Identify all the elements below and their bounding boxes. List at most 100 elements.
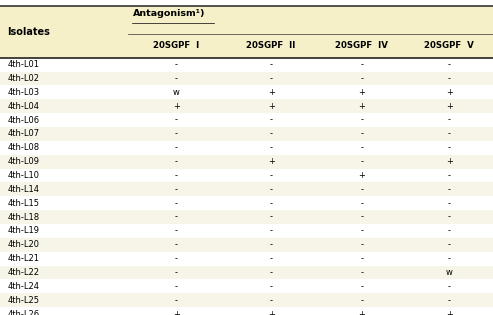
Text: -: - xyxy=(270,254,273,263)
Text: -: - xyxy=(175,157,178,166)
Text: 20SGPF  I: 20SGPF I xyxy=(153,41,199,50)
Text: 4th-L21: 4th-L21 xyxy=(7,254,39,263)
Text: -: - xyxy=(360,157,363,166)
Text: -: - xyxy=(448,116,451,124)
Text: -: - xyxy=(175,199,178,208)
Text: +: + xyxy=(358,102,365,111)
Text: +: + xyxy=(268,157,275,166)
Text: 4th-L14: 4th-L14 xyxy=(7,185,39,194)
Bar xyxy=(0,210,493,224)
Text: -: - xyxy=(175,60,178,69)
Text: -: - xyxy=(175,143,178,152)
Text: +: + xyxy=(268,88,275,97)
Text: 4th-L26: 4th-L26 xyxy=(7,310,39,315)
Text: 4th-L19: 4th-L19 xyxy=(7,226,39,235)
Text: -: - xyxy=(175,254,178,263)
Text: -: - xyxy=(270,199,273,208)
Text: -: - xyxy=(360,213,363,221)
Text: 4th-L22: 4th-L22 xyxy=(7,268,39,277)
Text: +: + xyxy=(358,88,365,97)
Bar xyxy=(0,155,493,169)
Text: -: - xyxy=(360,199,363,208)
Text: 4th-L08: 4th-L08 xyxy=(7,143,39,152)
Text: 4th-L02: 4th-L02 xyxy=(7,74,39,83)
Text: w: w xyxy=(173,88,179,97)
Text: 4th-L09: 4th-L09 xyxy=(7,157,39,166)
Text: -: - xyxy=(360,240,363,249)
Text: -: - xyxy=(448,282,451,291)
Text: -: - xyxy=(175,226,178,235)
Text: +: + xyxy=(446,102,453,111)
Bar xyxy=(0,113,493,127)
Bar xyxy=(0,169,493,182)
Text: +: + xyxy=(358,310,365,315)
Bar xyxy=(0,196,493,210)
Bar xyxy=(0,72,493,85)
Bar xyxy=(0,293,493,307)
Text: -: - xyxy=(448,296,451,305)
Text: -: - xyxy=(270,60,273,69)
Text: -: - xyxy=(175,116,178,124)
Bar xyxy=(0,279,493,293)
Text: -: - xyxy=(270,226,273,235)
Text: 20SGPF  IV: 20SGPF IV xyxy=(335,41,388,50)
Bar xyxy=(0,238,493,252)
Text: +: + xyxy=(268,102,275,111)
Text: -: - xyxy=(448,74,451,83)
Text: -: - xyxy=(270,143,273,152)
Text: -: - xyxy=(175,129,178,138)
Text: -: - xyxy=(270,213,273,221)
Bar xyxy=(0,85,493,99)
Text: -: - xyxy=(448,60,451,69)
Text: Isolates: Isolates xyxy=(7,27,50,37)
Text: +: + xyxy=(173,310,179,315)
Bar xyxy=(0,182,493,196)
Text: -: - xyxy=(175,74,178,83)
Text: -: - xyxy=(270,74,273,83)
Text: -: - xyxy=(360,185,363,194)
Bar xyxy=(0,307,493,315)
Text: +: + xyxy=(268,310,275,315)
Text: -: - xyxy=(175,185,178,194)
Text: -: - xyxy=(360,143,363,152)
Text: -: - xyxy=(270,129,273,138)
Bar xyxy=(0,266,493,279)
Text: -: - xyxy=(360,282,363,291)
Text: +: + xyxy=(446,310,453,315)
Text: -: - xyxy=(175,296,178,305)
Text: w: w xyxy=(446,268,453,277)
Text: +: + xyxy=(173,102,179,111)
Text: -: - xyxy=(270,268,273,277)
Text: -: - xyxy=(270,282,273,291)
Text: -: - xyxy=(360,116,363,124)
Bar xyxy=(0,127,493,141)
Text: -: - xyxy=(448,199,451,208)
Text: -: - xyxy=(448,213,451,221)
Text: +: + xyxy=(446,157,453,166)
Text: -: - xyxy=(270,116,273,124)
Text: -: - xyxy=(448,129,451,138)
Text: 20SGPF  V: 20SGPF V xyxy=(424,41,474,50)
Text: -: - xyxy=(360,296,363,305)
Text: -: - xyxy=(270,296,273,305)
Text: -: - xyxy=(270,185,273,194)
Text: 20SGPF  II: 20SGPF II xyxy=(246,41,296,50)
Bar xyxy=(0,141,493,155)
Text: -: - xyxy=(175,282,178,291)
Text: -: - xyxy=(360,226,363,235)
Bar xyxy=(0,224,493,238)
Text: -: - xyxy=(360,268,363,277)
Text: -: - xyxy=(448,185,451,194)
Text: Antagonism¹): Antagonism¹) xyxy=(133,9,206,19)
Text: 4th-L03: 4th-L03 xyxy=(7,88,39,97)
Text: 4th-L06: 4th-L06 xyxy=(7,116,39,124)
Text: -: - xyxy=(360,74,363,83)
Text: -: - xyxy=(270,240,273,249)
Bar xyxy=(0,252,493,266)
Text: 4th-L04: 4th-L04 xyxy=(7,102,39,111)
Bar xyxy=(0,58,493,72)
Text: -: - xyxy=(448,254,451,263)
Text: 4th-L07: 4th-L07 xyxy=(7,129,39,138)
Text: -: - xyxy=(448,143,451,152)
Text: -: - xyxy=(360,129,363,138)
